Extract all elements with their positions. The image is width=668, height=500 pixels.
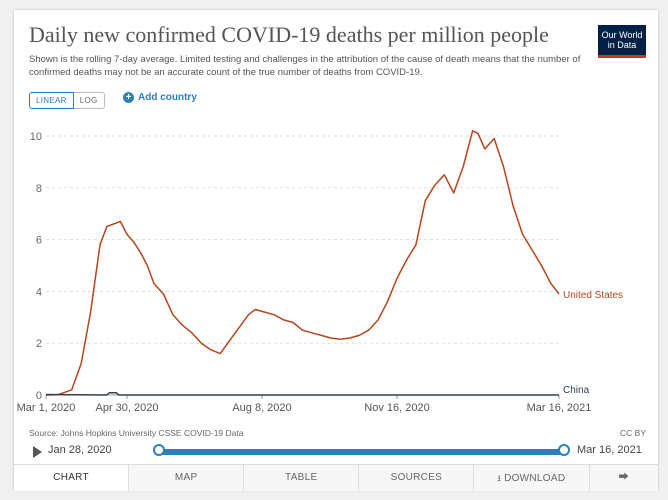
logo-line-1: Our World	[601, 30, 643, 40]
y-tick-label: 4	[36, 286, 42, 298]
y-tick-label: 2	[36, 338, 42, 350]
x-tick-label: Mar 1, 2020	[17, 402, 76, 414]
series-labels: United States China	[563, 290, 623, 396]
owid-logo[interactable]: Our World in Data	[598, 25, 646, 58]
y-tick-label: 10	[30, 131, 42, 143]
chart-card: Daily new confirmed COVID-19 deaths per …	[14, 10, 658, 491]
source-note: Source: Johns Hopkins University CSSE CO…	[29, 428, 244, 438]
series-label: China	[563, 385, 590, 396]
series-label: United States	[563, 290, 623, 301]
play-icon[interactable]	[33, 446, 42, 458]
tab-table[interactable]: TABLE	[243, 465, 358, 491]
share-icon: ⮕	[618, 472, 629, 483]
grid-lines	[46, 135, 559, 396]
x-axis-ticks: Mar 1, 2020 Apr 30, 2020 Aug 8, 2020 Nov 16…	[17, 395, 592, 414]
tab-sources[interactable]: SOURCES	[358, 465, 473, 491]
add-country-button[interactable]: + Add country	[123, 92, 197, 103]
tab-chart[interactable]: CHART	[14, 465, 129, 491]
timeline: Jan 28, 2020 Mar 16, 2021	[29, 442, 649, 462]
x-tick-label: Mar 16, 2021	[527, 402, 592, 414]
tab-bar: CHART MAP TABLE SOURCES ⭳ DOWNLOAD ⮕	[14, 464, 658, 491]
y-axis-ticks: 0 2 4 6 8 10	[30, 131, 42, 402]
tab-download[interactable]: ⭳ DOWNLOAD	[473, 465, 588, 491]
log-scale-button[interactable]: LOG	[73, 92, 105, 109]
timeline-start-date: Jan 28, 2020	[48, 444, 112, 456]
share-button[interactable]: ⮕	[588, 465, 658, 491]
timeline-track[interactable]	[159, 449, 564, 455]
chart-title: Daily new confirmed COVID-19 deaths per …	[29, 22, 549, 47]
linear-scale-button[interactable]: LINEAR	[29, 92, 74, 109]
line-chart: 0 2 4 6 8 10 Mar 1, 2020 Apr 30, 2020 Aug 8, 20…	[17, 130, 623, 414]
timeline-start-handle[interactable]	[153, 444, 165, 456]
license-link[interactable]: CC BY	[620, 428, 646, 438]
y-tick-label: 0	[36, 390, 42, 402]
timeline-end-handle[interactable]	[558, 444, 570, 456]
series-line-china	[45, 391, 559, 396]
y-tick-label: 6	[36, 235, 42, 247]
series-lines	[45, 130, 560, 396]
download-label: DOWNLOAD	[504, 473, 566, 484]
tab-map[interactable]: MAP	[128, 465, 243, 491]
x-tick-label: Aug 8, 2020	[232, 402, 291, 414]
series-line-united-states	[45, 130, 560, 396]
timeline-end-date: Mar 16, 2021	[577, 444, 642, 456]
scale-toggle: LINEAR LOG	[29, 92, 105, 109]
download-icon: ⭳	[497, 473, 502, 483]
add-country-label: Add country	[138, 92, 197, 103]
chart-subtitle: Shown is the rolling 7-day average. Limi…	[29, 54, 581, 78]
x-tick-label: Apr 30, 2020	[96, 402, 159, 414]
x-tick-label: Nov 16, 2020	[364, 402, 429, 414]
logo-line-2: in Data	[607, 40, 637, 50]
y-tick-label: 8	[36, 183, 42, 195]
plus-circle-icon: +	[123, 92, 134, 103]
